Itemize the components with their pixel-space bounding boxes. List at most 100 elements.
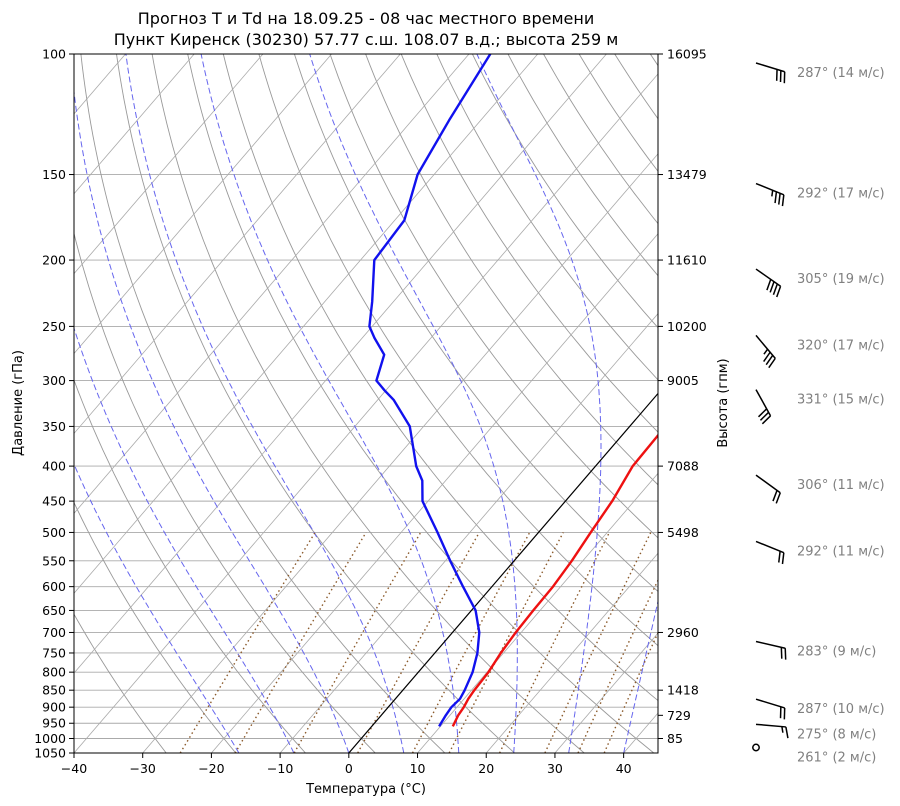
x-tick-label: 10 (410, 761, 426, 776)
pressure-tick-label: 1000 (34, 731, 66, 746)
dry-adiabat (436, 54, 658, 381)
wind-barb (752, 743, 760, 752)
height-tick-label: 5498 (667, 525, 699, 540)
pressure-tick-label: 150 (42, 167, 66, 182)
mixing-ratio-line (357, 532, 480, 753)
wind-label: 283° (9 м/с) (797, 644, 876, 659)
mixing-ratio-line (293, 532, 422, 753)
isotherm-line (485, 552, 658, 753)
pressure-tick-label: 800 (42, 665, 66, 680)
zero-isotherm-line (348, 392, 658, 753)
wind-barb (755, 334, 776, 369)
x-tick-label: 30 (547, 761, 563, 776)
pressure-tick-label: 250 (42, 319, 66, 334)
dry-adiabats (74, 54, 658, 753)
isotherm-line (74, 54, 607, 674)
wind-barb (755, 389, 772, 425)
pressure-tick-label: 400 (42, 459, 66, 474)
dry-adiabat (80, 54, 446, 753)
isotherm-line (279, 312, 658, 753)
chart-title-line1: Прогноз T и Td на 18.09.25 - 08 час мест… (138, 9, 594, 28)
height-tick-label: 11610 (667, 253, 707, 268)
pressure-tick-label: 100 (42, 47, 66, 62)
wind-label: 331° (15 м/с) (797, 393, 885, 408)
pressure-tick-label: 200 (42, 253, 66, 268)
wind-barb (755, 698, 786, 720)
y-axis-title: Давление (гПа) (11, 350, 26, 456)
moist-adiabat (125, 54, 405, 753)
dry-adiabat (74, 378, 306, 753)
moist-adiabats (74, 54, 658, 753)
dry-adiabat (293, 54, 658, 593)
height-tick-label: 729 (667, 708, 691, 723)
moist-adiabat (74, 87, 350, 753)
moist-adiabat (74, 326, 295, 753)
pressure-axis-ticks: 100 150 200 250 300 350 400 450 500 550 600 650 700 7… (34, 47, 74, 761)
dry-adiabat (74, 501, 237, 753)
pressure-tick-label: 600 (42, 579, 66, 594)
pressure-tick-label: 700 (42, 625, 66, 640)
pressure-tick-label: 850 (42, 683, 66, 698)
dry-adiabat (329, 54, 658, 539)
isotherm-line (74, 54, 195, 195)
isotherm-line (211, 233, 658, 753)
pressure-tick-label: 350 (42, 419, 66, 434)
dry-adiabat (187, 54, 655, 753)
height-tick-label: 1418 (667, 683, 699, 698)
x-tick-label: −40 (61, 761, 87, 776)
dewpoint-profile-line (368, 54, 492, 728)
wind-label: 287° (14 м/с) (797, 66, 885, 81)
moist-adiabat (476, 54, 602, 753)
isotherm-line (74, 54, 264, 275)
x-tick-label: −30 (130, 761, 156, 776)
height-axis-ticks: 16095 13479 11610 10200 9005 7088 5498 2960 1418… (658, 47, 707, 746)
wind-label: 292° (11 м/с) (797, 544, 885, 559)
isotherm-line (142, 153, 658, 753)
wind-label: 275° (8 м/с) (797, 727, 876, 742)
isotherm-line (74, 54, 401, 435)
mixing-ratio-line (411, 532, 531, 753)
dry-adiabat (74, 231, 376, 753)
x-axis-title: Температура (°C) (305, 782, 426, 797)
moist-adiabat (309, 54, 518, 753)
dry-adiabat (507, 54, 658, 277)
temperature-profile-line (451, 433, 658, 727)
height-tick-label: 2960 (667, 625, 699, 640)
mixing-ratio-line (498, 532, 611, 753)
isotherms (74, 54, 658, 753)
wind-barbs: 287° (14 м/с) 292° (17 м/с) 305° (19 м/с) 3… (752, 62, 885, 765)
isotherm-line (74, 54, 470, 514)
wind-barb (755, 474, 781, 504)
wind-label: 287° (10 м/с) (797, 702, 885, 717)
pressure-tick-label: 1050 (34, 746, 66, 761)
x-tick-label: −10 (267, 761, 293, 776)
height-tick-label: 13479 (667, 167, 707, 182)
moist-adiabat (623, 599, 658, 753)
wind-label: 261° (2 м/с) (797, 750, 876, 765)
wind-label: 292° (17 м/с) (797, 187, 885, 202)
wind-barb (755, 640, 787, 660)
x-tick-label: 40 (616, 761, 632, 776)
wind-barb (755, 540, 785, 565)
isotherm-line (74, 54, 539, 594)
wind-barb (755, 723, 789, 739)
isotherm-line (74, 73, 658, 753)
mixing-ratio-lines (179, 532, 658, 753)
wind-label: 306° (11 м/с) (797, 478, 885, 493)
dry-adiabat (543, 54, 658, 225)
height-tick-label: 16095 (667, 47, 707, 62)
pressure-tick-label: 550 (42, 553, 66, 568)
x-tick-label: −20 (198, 761, 224, 776)
isotherm-line (554, 632, 658, 753)
right-axis-title: Высота (гпм) (716, 358, 731, 447)
dry-adiabat (578, 54, 658, 173)
x-tick-label: 0 (345, 761, 353, 776)
pressure-tick-label: 900 (42, 700, 66, 715)
isotherm-line (417, 472, 658, 753)
mixing-ratio-line (179, 532, 316, 753)
wind-barb (755, 268, 782, 298)
pressure-tick-label: 500 (42, 525, 66, 540)
chart-title-line2: Пункт Киренск (30230) 57.77 с.ш. 108.07 … (114, 30, 619, 49)
zero-isotherm (348, 392, 658, 753)
